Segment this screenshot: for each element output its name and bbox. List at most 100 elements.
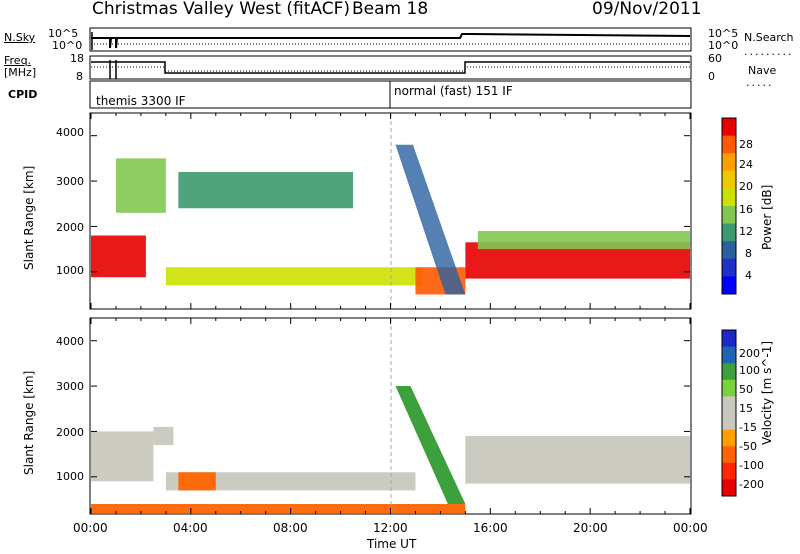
nsearch-tick-top: 10^5	[708, 27, 739, 40]
velocity-cbar-swatch	[722, 462, 736, 480]
power-cbar-swatch	[722, 258, 736, 277]
velocity-cbar-swatch	[722, 379, 736, 397]
station-title: Christmas Valley West (fitACF)	[92, 0, 351, 19]
velocity-cbar-tick: -15	[739, 421, 757, 434]
velocity-cbar-swatch	[722, 396, 736, 414]
freq-tick-top: 18	[70, 52, 84, 65]
freq-unit-label: [MHz]	[4, 66, 37, 79]
velocity-region	[178, 472, 216, 491]
freq-label: Freq.	[4, 54, 32, 67]
nave-legend-line: .....	[746, 76, 774, 89]
xtick-label: 08:00	[273, 521, 308, 535]
velocity-cbar-swatch	[722, 429, 736, 447]
velocity-cbar-swatch	[722, 413, 736, 431]
xtick-label: 12:00	[373, 521, 408, 535]
axis-ticks	[90, 113, 691, 514]
velocity-cbar-tick: 200	[739, 347, 760, 360]
velocity-cbar-tick: 100	[739, 364, 760, 377]
nsky-tick-top: 10^5	[48, 27, 79, 40]
velocity-region	[153, 426, 174, 446]
nsky-strip-frame	[89, 27, 692, 52]
power-cbar-tick: 24	[739, 158, 753, 171]
power-region	[115, 158, 166, 213]
nave-tick-top: 60	[708, 52, 722, 65]
power-region	[395, 144, 466, 295]
velocity-cbar-swatch	[722, 363, 736, 381]
cpid-mode-1: themis 3300 IF	[96, 94, 186, 108]
velocity-cbar-tick: 50	[739, 383, 753, 396]
nave-trace	[91, 66, 690, 72]
power-cbar-swatch	[722, 188, 736, 207]
nsky-label: N.Sky	[4, 31, 36, 44]
velocity-cbar-swatch	[722, 446, 736, 464]
velocity-cbar-swatch	[722, 346, 736, 364]
power-region	[477, 230, 690, 250]
power-cbar-swatch	[722, 223, 736, 242]
power-cbar-tick: 20	[739, 180, 753, 193]
xtick-label: 20:00	[573, 521, 608, 535]
nsky-trace	[91, 33, 691, 49]
power-cbar-tick: 16	[739, 203, 753, 216]
velocity-colorbar	[721, 329, 737, 497]
freq-strip-frame	[89, 55, 692, 80]
power-cbar-swatch	[722, 135, 736, 154]
xaxis-label: Time UT	[367, 537, 417, 551]
velocity-ytick: 1000	[56, 470, 84, 483]
xtick-label: 16:00	[473, 521, 508, 535]
power-cbar-swatch	[722, 276, 736, 295]
power-cbar-frame	[721, 117, 737, 295]
power-cbar-tick: 8	[745, 247, 752, 260]
nave-label: Nave	[748, 64, 777, 77]
power-heatmap	[91, 144, 690, 295]
velocity-region	[91, 504, 466, 514]
xtick-label: 00:00	[673, 521, 708, 535]
beam-title: Beam 18	[352, 0, 429, 19]
power-ytick: 1000	[56, 264, 84, 277]
velocity-region	[165, 472, 416, 491]
date-title: 09/Nov/2011	[592, 0, 702, 19]
velocity-region	[395, 386, 466, 505]
freq-tick-bottom: 8	[76, 70, 83, 83]
velocity-ytick: 4000	[56, 335, 84, 348]
power-region	[178, 171, 354, 209]
velocity-cbar-tick: -50	[739, 440, 757, 453]
velocity-cbar-tick: -100	[739, 459, 764, 472]
power-cbar-tick: 4	[745, 269, 752, 282]
nsearch-legend-line: .........	[744, 45, 794, 58]
power-cbar-swatch	[722, 118, 736, 137]
power-cbar-swatch	[722, 153, 736, 172]
nsky-tick-bottom: 10^0	[52, 39, 83, 52]
power-region	[165, 267, 423, 286]
xtick-label: 00:00	[73, 521, 108, 535]
power-colorbar	[721, 117, 737, 295]
velocity-cbar-tick: -200	[739, 478, 764, 491]
nsearch-tick-bottom: 10^0	[708, 39, 739, 52]
nsearch-label: N.Search	[744, 31, 794, 44]
xtick-label: 04:00	[173, 521, 208, 535]
velocity-cbar-swatch	[722, 330, 736, 348]
power-cbar-swatch	[722, 206, 736, 225]
freq-trace	[91, 61, 690, 74]
velocity-cbar-swatch	[722, 479, 736, 497]
power-cbar-label: Power [dB]	[760, 184, 774, 250]
power-cbar-swatch	[722, 241, 736, 260]
velocity-cbar-tick: 15	[739, 402, 753, 415]
velocity-region	[91, 431, 154, 482]
velocity-heatmap	[91, 386, 690, 514]
power-ytick: 4000	[56, 126, 84, 139]
power-region	[91, 235, 146, 278]
power-cbar-swatch	[722, 170, 736, 189]
cpid-mode-2: normal (fast) 151 IF	[394, 84, 513, 98]
velocity-ytick: 2000	[56, 426, 84, 439]
nave-tick-bottom: 0	[708, 70, 715, 83]
power-ytick: 3000	[56, 175, 84, 188]
power-ytick: 2000	[56, 221, 84, 234]
power-cbar-tick: 12	[739, 225, 753, 238]
velocity-cbar-label: Velocity [m s^-1]	[760, 340, 774, 445]
velocity-ylabel: Slant Range [km]	[22, 370, 36, 475]
power-cbar-tick: 28	[739, 138, 753, 151]
velocity-cbar-frame	[721, 329, 737, 497]
power-ylabel: Slant Range [km]	[22, 165, 36, 270]
velocity-region	[465, 435, 690, 484]
